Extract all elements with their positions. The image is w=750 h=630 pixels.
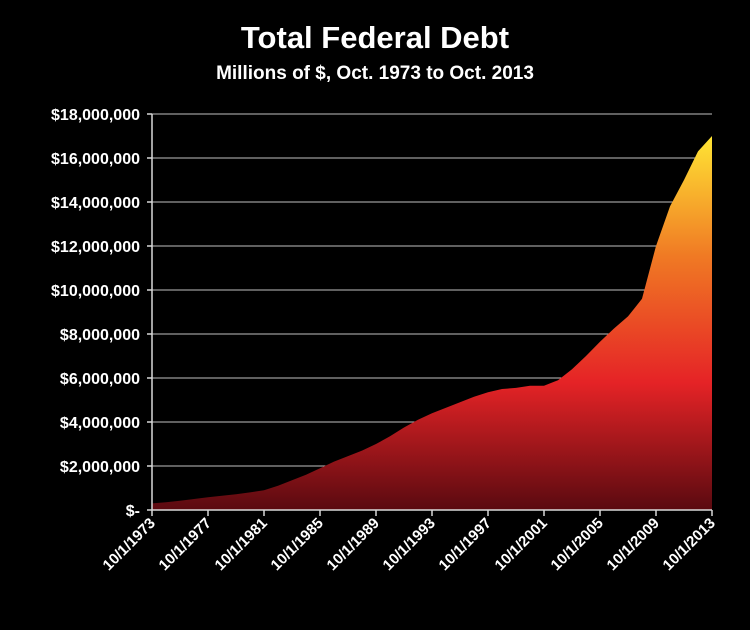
chart-title: Total Federal Debt: [240, 20, 510, 55]
chart-subtitle: Millions of $, Oct. 1973 to Oct. 2013: [216, 63, 534, 84]
x-tick-label-0: 10/1/1973: [100, 515, 159, 574]
y-tick-label-9: $18,000,000: [51, 107, 140, 124]
y-tick-label-3: $6,000,000: [60, 371, 140, 388]
x-tick-label-1: 10/1/1977: [156, 515, 215, 574]
x-tick-label-2: 10/1/1981: [212, 515, 271, 574]
axes: [147, 113, 713, 516]
y-tick-label-7: $14,000,000: [51, 195, 140, 212]
y-tick-label-0: $-: [126, 503, 140, 520]
area-series: [152, 136, 712, 510]
x-tick-label-7: 10/1/2001: [492, 515, 551, 574]
y-axis-tick-labels: $- $2,000,000 $4,000,000 $6,000,000 $8,000,0…: [51, 107, 140, 520]
y-tick-label-5: $10,000,000: [51, 283, 140, 300]
x-tick-label-6: 10/1/1997: [436, 515, 495, 574]
debt-area: [152, 136, 712, 510]
x-tick-label-5: 10/1/1993: [380, 515, 439, 574]
x-tick-label-3: 10/1/1985: [268, 515, 327, 574]
y-tick-label-6: $12,000,000: [51, 239, 140, 256]
x-axis-tick-labels: 10/1/197310/1/197710/1/198110/1/198510/1…: [100, 515, 719, 574]
y-tick-label-4: $8,000,000: [60, 327, 140, 344]
y-tick-label-8: $16,000,000: [51, 151, 140, 168]
y-tick-label-1: $2,000,000: [60, 459, 140, 476]
x-tick-label-4: 10/1/1989: [324, 515, 383, 574]
x-tick-label-8: 10/1/2005: [548, 515, 607, 574]
x-tick-label-10: 10/1/2013: [660, 515, 719, 574]
x-tick-label-9: 10/1/2009: [604, 515, 663, 574]
y-tick-label-2: $4,000,000: [60, 415, 140, 432]
